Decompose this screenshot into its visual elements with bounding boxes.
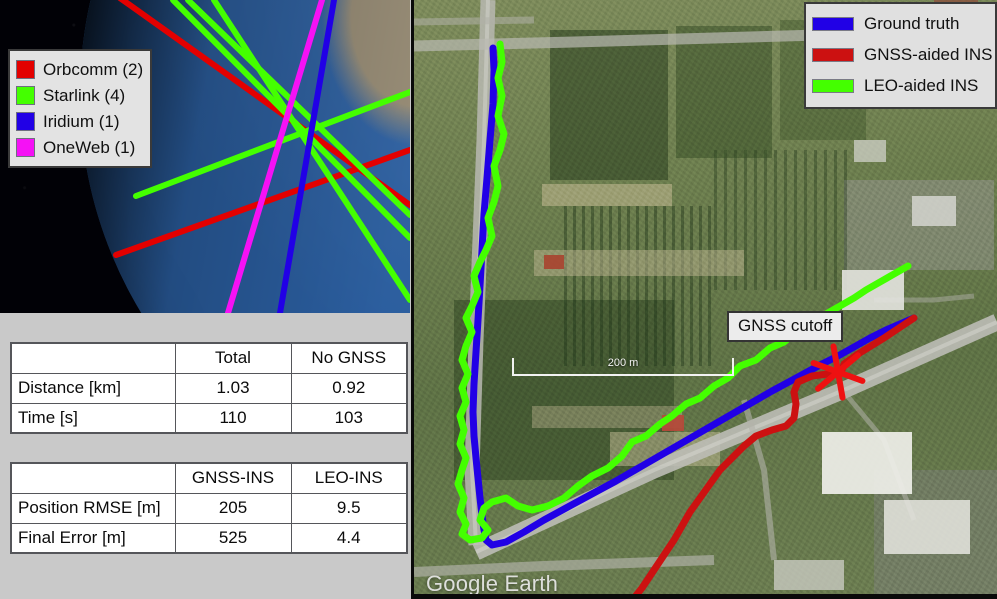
cell-rmse-gnss-ins: 205 [174, 492, 292, 524]
orbcomm-color-swatch [16, 59, 35, 79]
constellation-legend: Orbcomm (2) Starlink (4) Iridium (1) One… [8, 49, 152, 168]
scale-bar-label: 200 m [607, 357, 639, 369]
satellite-constellation-globe: Orbcomm (2) Starlink (4) Iridium (1) One… [0, 0, 410, 313]
cell-distance-total: 1.03 [174, 372, 292, 404]
cell-final-error-gnss-ins: 525 [174, 522, 292, 554]
table-row: Distance [km] 1.03 0.92 [10, 372, 408, 404]
legend-label-iridium: Iridium (1) [43, 111, 120, 131]
orbit-trace-starlink [133, 89, 410, 199]
legend-item-gnss-aided-ins: GNSS-aided INS [812, 39, 993, 70]
table-row: Position RMSE [m] 205 9.5 [10, 492, 408, 524]
oneweb-color-swatch [16, 137, 35, 157]
table-row: Time [s] 110 103 [10, 402, 408, 434]
legend-label-ground-truth: Ground truth [864, 13, 960, 33]
orbit-trace-starlink [211, 0, 410, 303]
legend-item-oneweb: OneWeb (1) [16, 134, 144, 160]
track-legend: Ground truth GNSS-aided INS LEO-aided IN… [804, 2, 997, 109]
row-label-position-rmse: Position RMSE [m] [10, 492, 176, 524]
row-label-distance: Distance [km] [10, 372, 176, 404]
track-ground-truth [469, 44, 918, 549]
satellite-imagery [414, 0, 997, 599]
starlink-color-swatch [16, 85, 35, 105]
cell-rmse-leo-ins: 9.5 [290, 492, 408, 524]
row-label-time: Time [s] [10, 402, 176, 434]
table-corner-cell [10, 462, 176, 494]
gnss-aided-ins-color-swatch [812, 47, 854, 62]
map-bottom-border [414, 594, 997, 599]
legend-label-starlink: Starlink (4) [43, 85, 126, 105]
cell-distance-no-gnss: 0.92 [290, 372, 408, 404]
legend-label-orbcomm: Orbcomm (2) [43, 59, 144, 79]
cell-time-total: 110 [174, 402, 292, 434]
row-label-final-error: Final Error [m] [10, 522, 176, 554]
trajectory-summary-table: Total No GNSS Distance [km] 1.03 0.92 Ti… [10, 342, 408, 434]
column-header-total: Total [174, 342, 292, 374]
cell-time-no-gnss: 103 [290, 402, 408, 434]
orbit-trace-oneweb [225, 0, 325, 313]
orbit-trace-iridium [277, 0, 337, 313]
legend-item-iridium: Iridium (1) [16, 108, 144, 134]
scale-bar [512, 358, 734, 376]
legend-label-gnss-aided-ins: GNSS-aided INS [864, 44, 993, 64]
red-asterisk-marker [810, 343, 866, 401]
table-header-row: GNSS-INS LEO-INS [10, 462, 408, 494]
legend-item-orbcomm: Orbcomm (2) [16, 56, 144, 82]
google-earth-attribution: Google Earth [426, 571, 559, 596]
cell-final-error-leo-ins: 4.4 [290, 522, 408, 554]
column-header-gnss-ins: GNSS-INS [174, 462, 292, 494]
legend-item-leo-aided-ins: LEO-aided INS [812, 70, 989, 101]
table-header-row: Total No GNSS [10, 342, 408, 374]
table-row: Final Error [m] 525 4.4 [10, 522, 408, 554]
column-header-leo-ins: LEO-INS [290, 462, 408, 494]
trajectory-tracks [454, 40, 918, 599]
table-corner-cell [10, 342, 176, 374]
error-comparison-table: GNSS-INS LEO-INS Position RMSE [m] 205 9… [10, 462, 408, 554]
orbit-trace-starlink [185, 0, 410, 218]
satellite-orbit-traces [113, 0, 410, 313]
iridium-color-swatch [16, 111, 35, 131]
legend-item-ground-truth: Ground truth [812, 8, 989, 39]
legend-item-starlink: Starlink (4) [16, 82, 144, 108]
column-header-no-gnss: No GNSS [290, 342, 408, 374]
legend-label-leo-aided-ins: LEO-aided INS [864, 75, 979, 95]
ground-truth-color-swatch [812, 16, 854, 31]
gnss-cutoff-callout: GNSS cutoff [727, 311, 844, 342]
leo-aided-ins-color-swatch [812, 78, 854, 93]
legend-label-oneweb: OneWeb (1) [43, 137, 136, 157]
google-earth-trajectory-map: 200 m GNSS cutoff Ground truth GNSS-aide… [411, 0, 997, 599]
track-leo-aided-ins [454, 40, 912, 544]
left-column: Orbcomm (2) Starlink (4) Iridium (1) One… [0, 0, 410, 599]
